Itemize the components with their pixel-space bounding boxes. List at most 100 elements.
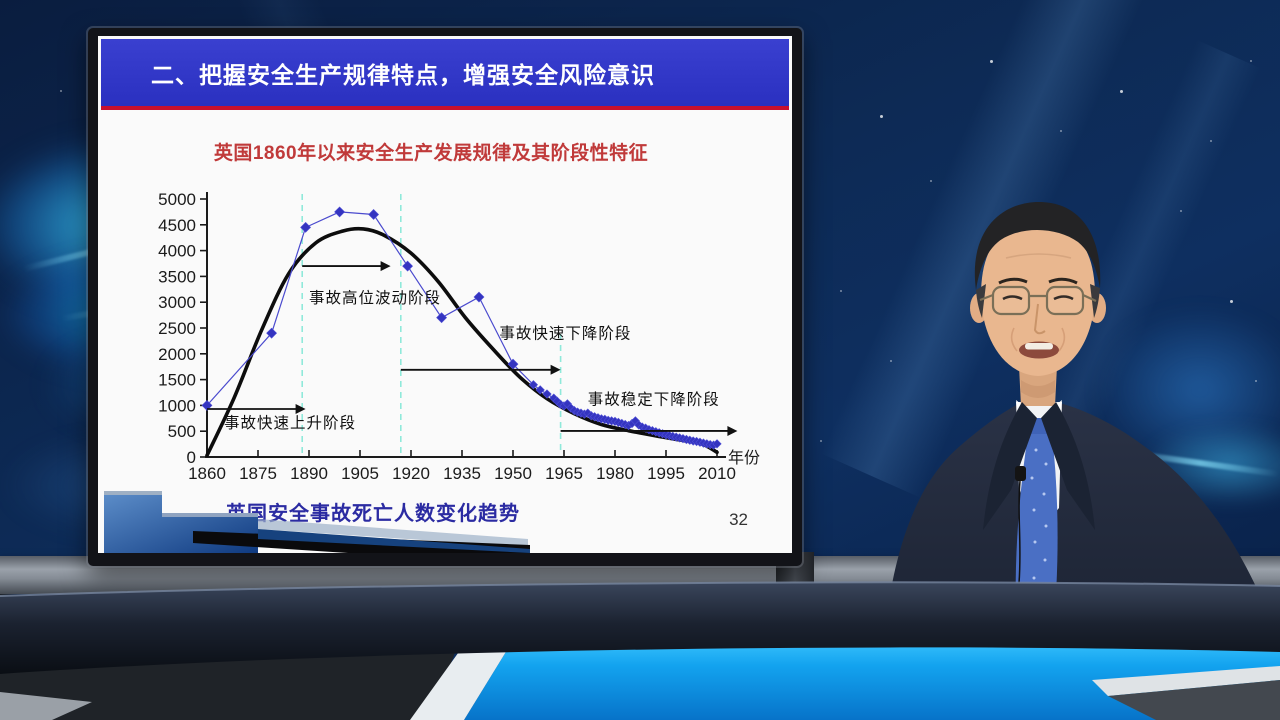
y-tick-label: 1000 xyxy=(158,396,196,415)
annotation-label: 事故快速上升阶段 xyxy=(224,414,356,432)
particle-dot xyxy=(840,290,842,292)
data-point-diamond xyxy=(402,260,414,272)
forehead-line xyxy=(1005,253,1072,259)
x-tick-label: 1995 xyxy=(647,464,685,483)
y-tick-label: 4000 xyxy=(158,242,196,261)
x-tick-label: 1875 xyxy=(239,464,277,483)
mic-wire xyxy=(1018,480,1021,584)
y-tick-label: 4500 xyxy=(158,216,196,235)
data-polyline xyxy=(206,211,718,446)
data-point-diamond xyxy=(266,327,278,339)
desk-white-stripe xyxy=(410,642,512,720)
y-tick-label: 1500 xyxy=(158,371,196,390)
studio-desk xyxy=(0,581,1280,720)
particle-dot xyxy=(1230,300,1233,303)
eye-left xyxy=(1002,295,1023,301)
slide-header-bar: 二、把握安全生产规律特点，增强安全风险意识 xyxy=(101,39,789,106)
data-point-diamond xyxy=(473,291,485,303)
x-tick-label: 1890 xyxy=(290,464,328,483)
y-tick-label: 2500 xyxy=(158,319,196,338)
data-point-diamond xyxy=(201,399,213,411)
x-tick-label: 1905 xyxy=(341,464,379,483)
particle-dot xyxy=(990,60,993,63)
annotation-label: 事故稳定下降阶段 xyxy=(588,390,720,408)
presentation-slide: 二、把握安全生产规律特点，增强安全风险意识 英国1860年以来安全生产发展规律及… xyxy=(98,36,792,553)
y-tick-label: 2000 xyxy=(158,345,196,364)
y-tick-label: 3500 xyxy=(158,267,196,286)
data-point-diamond xyxy=(300,221,312,233)
x-tick-label: 2010 xyxy=(698,464,736,483)
chart-title: 英国1860年以来安全生产发展规律及其阶段性特征 xyxy=(213,143,649,164)
x-tick-label: 1965 xyxy=(545,464,583,483)
desk-edge-highlight xyxy=(0,581,1280,597)
footer-highlight xyxy=(104,491,162,495)
slide-title: 二、把握安全生产规律特点，增强安全风险意识 xyxy=(151,61,655,88)
x-tick-label: 1860 xyxy=(188,464,226,483)
smile-fold-left xyxy=(1010,327,1018,352)
slide-caption: 英国安全事故死亡人数变化趋势 xyxy=(226,503,520,525)
particle-dot xyxy=(1210,140,1212,142)
annotation-label: 事故快速下降阶段 xyxy=(499,324,631,342)
particle-dot xyxy=(930,180,932,182)
lapel-right xyxy=(1041,402,1095,530)
y-tick-label: 0 xyxy=(187,448,196,467)
x-tick-label: 1950 xyxy=(494,464,532,483)
data-point-diamond xyxy=(528,380,539,390)
nose xyxy=(1033,303,1046,335)
footer-highlight-2 xyxy=(162,513,258,517)
chart-area: 0 500 1000 1500 2000 2500 3000 3500 4000 4500 5000… xyxy=(110,184,770,506)
smile-fold-right xyxy=(1058,327,1066,352)
annotation-arrowhead xyxy=(727,425,738,436)
x-tick-label: 1935 xyxy=(443,464,481,483)
x-tick-label: 1920 xyxy=(392,464,430,483)
annotation-arrowhead xyxy=(295,404,306,415)
tv-screen: 二、把握安全生产规律特点，增强安全风险意识 英国1860年以来安全生产发展规律及… xyxy=(88,28,802,566)
y-tick-label: 3000 xyxy=(158,293,196,312)
desk-top-surface xyxy=(0,582,1280,674)
corner-white-stripe xyxy=(1092,666,1280,696)
particle-dot xyxy=(1060,130,1062,132)
glasses xyxy=(979,285,1097,316)
data-point-diamond xyxy=(368,209,380,220)
eyebrow-left xyxy=(998,277,1028,285)
footer-gray-stripe xyxy=(258,519,528,547)
data-point-diamond xyxy=(535,385,545,395)
lapel-left xyxy=(983,402,1037,530)
presenter-head xyxy=(970,202,1106,376)
particle-dot xyxy=(1250,60,1252,62)
corner-dark-panel xyxy=(1108,680,1280,720)
data-point-diamond xyxy=(712,439,722,449)
annotation-arrowhead xyxy=(380,261,391,272)
header-divider xyxy=(101,106,789,110)
hair xyxy=(974,202,1101,290)
x-tick-label: 1980 xyxy=(596,464,634,483)
eye-right xyxy=(1053,295,1074,301)
particle-dot xyxy=(1120,90,1123,93)
particle-dot xyxy=(1180,210,1182,212)
data-point-diamond xyxy=(334,206,346,218)
particle-dot xyxy=(880,115,883,118)
face xyxy=(981,224,1095,376)
particle-dot xyxy=(820,440,822,442)
particle-dot xyxy=(1255,380,1257,382)
eyebrow-right xyxy=(1048,277,1078,285)
page-number: 32 xyxy=(729,510,748,529)
annotation-label: 事故高位波动阶段 xyxy=(309,289,441,307)
desk-front-panel xyxy=(464,636,1280,720)
data-point-diamond xyxy=(542,389,552,399)
floor-light-wedge xyxy=(0,692,92,720)
particle-dot xyxy=(890,360,892,362)
y-tick-label: 5000 xyxy=(158,190,196,209)
particle-dot xyxy=(60,90,62,92)
teeth xyxy=(1025,343,1053,350)
sideburn-left xyxy=(976,284,986,318)
x-axis-label: 年份 xyxy=(728,449,760,467)
accidents-trend-chart: 0 500 1000 1500 2000 2500 3000 3500 4000 4500 5000… xyxy=(158,190,760,483)
y-tick-label: 500 xyxy=(168,422,196,441)
footer-blue-stripe xyxy=(258,529,530,553)
lapel-microphone xyxy=(1015,466,1026,481)
chin-shadow xyxy=(1021,380,1055,398)
annotation-arrowhead xyxy=(550,364,561,375)
data-point-diamond xyxy=(436,312,448,324)
